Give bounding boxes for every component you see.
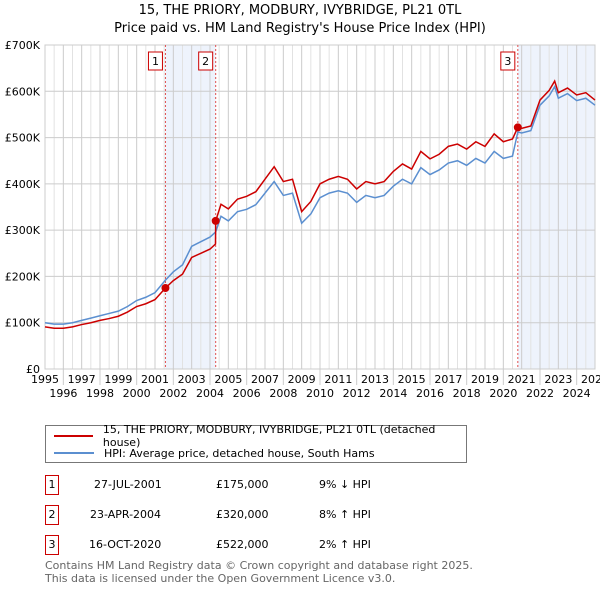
legend-swatch-red: [54, 435, 93, 437]
plot-area: 1995199619971998199920002001200220032004…: [5, 39, 600, 400]
sale-hpi: 9% ↓ HPI: [319, 478, 371, 491]
sale-date: 23-APR-2004: [90, 508, 162, 521]
sale-price: £320,000: [216, 508, 269, 521]
sale-label-box: [198, 51, 214, 71]
sale-price: £522,000: [216, 538, 269, 551]
x-tick-label: 2011: [324, 373, 352, 386]
x-tick-label: 2017: [434, 373, 462, 386]
x-tick-label: 2003: [178, 373, 206, 386]
sale-label-box: [147, 51, 163, 71]
x-tick-label: 2016: [416, 387, 444, 400]
x-tick-label: 1995: [31, 373, 59, 386]
sale-marker: 3: [45, 535, 59, 555]
y-tick-label: £200K: [5, 270, 41, 283]
sale-date: 16-OCT-2020: [89, 538, 162, 551]
x-tick-label: 2012: [343, 387, 371, 400]
x-tick-label: 2010: [306, 387, 334, 400]
sale-date: 27-JUL-2001: [94, 478, 162, 491]
x-tick-label: 2008: [269, 387, 297, 400]
legend: 15, THE PRIORY, MODBURY, IVYBRIDGE, PL21…: [45, 423, 467, 463]
footer-licence: This data is licensed under the Open Gov…: [45, 572, 396, 585]
sale-marker: 2: [45, 505, 59, 525]
x-tick-label: 1996: [49, 387, 77, 400]
sale-row: 3 16-OCT-2020 £522,000 2% ↑ HPI: [45, 535, 445, 555]
x-tick-label: 2019: [471, 373, 499, 386]
sale-point: [161, 284, 170, 292]
y-tick-label: £500K: [5, 132, 41, 145]
sale-point: [211, 216, 220, 225]
x-tick-label: 1999: [104, 373, 132, 386]
hpi-line: [44, 84, 596, 325]
y-tick-label: £100K: [5, 317, 41, 330]
x-tick-label: 2020: [489, 387, 517, 400]
x-tick-label: 2022: [526, 387, 554, 400]
legend-item-hpi: HPI: Average price, detached house, Sout…: [54, 445, 375, 461]
sale-label: 3: [504, 55, 511, 68]
x-tick-label: 2013: [361, 373, 389, 386]
y-tick-label: £0: [26, 363, 40, 376]
x-tick-label: 2014: [379, 387, 407, 400]
y-tick-label: £400K: [5, 178, 41, 191]
sale-label-box: [500, 51, 516, 71]
x-tick-label: 2025: [581, 373, 600, 386]
x-tick-label: 2024: [563, 387, 591, 400]
sale-row: 1 27-JUL-2001 £175,000 9% ↓ HPI: [45, 475, 445, 495]
legend-label: 15, THE PRIORY, MODBURY, IVYBRIDGE, PL21…: [102, 423, 436, 449]
x-tick-label: 2002: [159, 387, 187, 400]
sale-hpi: 2% ↑ HPI: [319, 538, 371, 551]
x-tick-label: 2015: [398, 373, 426, 386]
y-tick-label: £300K: [5, 224, 41, 237]
footer: Contains HM Land Registry data © Crown c…: [45, 559, 473, 585]
x-tick-label: 2005: [214, 373, 242, 386]
x-tick-label: 2006: [233, 387, 261, 400]
legend-swatch-blue: [54, 452, 94, 454]
x-tick-label: 2023: [544, 373, 572, 386]
chart-title: 15, THE PRIORY, MODBURY, IVYBRIDGE, PL21…: [138, 3, 462, 18]
sale-row: 2 23-APR-2004 £320,000 8% ↑ HPI: [45, 505, 445, 525]
y-tick-label: £700K: [5, 39, 41, 52]
sale-label: 1: [152, 55, 159, 68]
x-tick-label: 2007: [251, 373, 279, 386]
x-tick-label: 2021: [508, 373, 536, 386]
sale-hpi: 8% ↑ HPI: [319, 508, 371, 521]
x-tick-label: 2009: [288, 373, 316, 386]
x-tick-label: 2004: [196, 387, 224, 400]
legend-label: HPI: Average price, detached house, Sout…: [104, 446, 375, 460]
x-tick-label: 1997: [68, 373, 96, 386]
sale-label: 2: [202, 55, 209, 68]
plot-frame: [44, 44, 596, 370]
footer-copyright: Contains HM Land Registry data © Crown c…: [45, 559, 473, 572]
property-price-line: [44, 79, 596, 330]
sale-marker: 1: [45, 475, 59, 495]
chart-subtitle: Price paid vs. HM Land Registry's House …: [114, 21, 486, 36]
sale-point: [513, 123, 522, 132]
x-tick-label: 2000: [123, 387, 151, 400]
x-tick-label: 2018: [453, 387, 481, 400]
y-tick-label: £600K: [5, 85, 41, 98]
x-tick-label: 2001: [141, 373, 169, 386]
legend-item-property: 15, THE PRIORY, MODBURY, IVYBRIDGE, PL21…: [54, 423, 466, 449]
sale-price: £175,000: [216, 478, 269, 491]
x-tick-label: 1998: [86, 387, 114, 400]
